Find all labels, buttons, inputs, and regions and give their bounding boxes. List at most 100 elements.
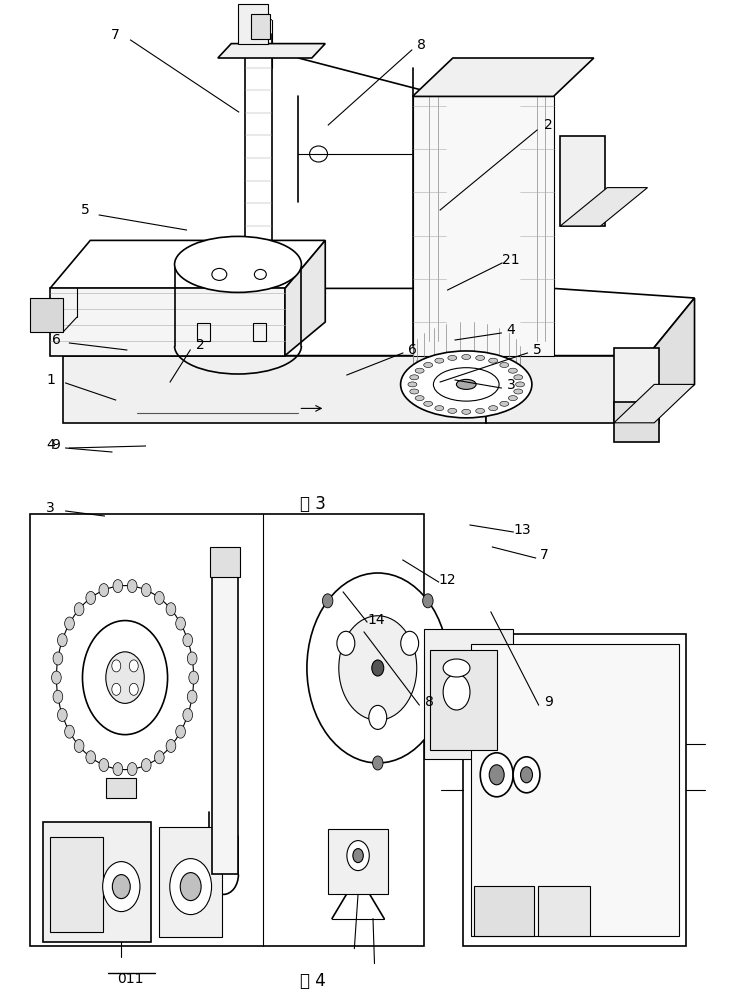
Ellipse shape bbox=[500, 363, 509, 368]
Ellipse shape bbox=[129, 660, 138, 672]
Text: 图 3: 图 3 bbox=[301, 495, 326, 513]
Text: 1: 1 bbox=[46, 373, 55, 387]
Ellipse shape bbox=[513, 757, 540, 793]
Ellipse shape bbox=[189, 671, 198, 684]
Bar bbox=[43, 822, 151, 942]
Ellipse shape bbox=[154, 751, 164, 764]
Text: 8: 8 bbox=[417, 38, 426, 52]
Bar bbox=[251, 14, 270, 39]
Ellipse shape bbox=[51, 671, 61, 684]
Polygon shape bbox=[486, 288, 695, 356]
Ellipse shape bbox=[86, 591, 95, 604]
Polygon shape bbox=[50, 240, 325, 288]
Text: 4: 4 bbox=[46, 438, 55, 452]
Text: 3: 3 bbox=[507, 378, 515, 392]
Ellipse shape bbox=[113, 580, 122, 593]
Ellipse shape bbox=[307, 573, 448, 763]
Ellipse shape bbox=[99, 584, 109, 597]
Ellipse shape bbox=[175, 236, 301, 292]
Polygon shape bbox=[413, 96, 554, 356]
Ellipse shape bbox=[508, 396, 517, 401]
Bar bbox=[471, 644, 679, 936]
Ellipse shape bbox=[489, 765, 504, 785]
Text: 21: 21 bbox=[502, 253, 520, 267]
Ellipse shape bbox=[57, 709, 67, 722]
Text: 2: 2 bbox=[544, 118, 553, 132]
Ellipse shape bbox=[128, 580, 137, 593]
Bar bbox=[107, 778, 137, 798]
Bar bbox=[424, 629, 513, 759]
Bar bbox=[430, 650, 498, 750]
Ellipse shape bbox=[515, 382, 524, 387]
Polygon shape bbox=[63, 356, 486, 423]
Ellipse shape bbox=[65, 617, 75, 630]
Ellipse shape bbox=[480, 753, 513, 797]
Ellipse shape bbox=[462, 409, 471, 414]
Polygon shape bbox=[413, 58, 594, 96]
Ellipse shape bbox=[514, 389, 523, 394]
Polygon shape bbox=[218, 44, 325, 58]
Text: 3: 3 bbox=[46, 501, 55, 515]
Ellipse shape bbox=[489, 358, 498, 363]
Bar bbox=[159, 827, 222, 937]
Text: 9: 9 bbox=[544, 695, 553, 709]
Ellipse shape bbox=[128, 763, 137, 776]
Ellipse shape bbox=[443, 674, 470, 710]
Ellipse shape bbox=[86, 751, 95, 764]
Ellipse shape bbox=[183, 634, 192, 647]
Ellipse shape bbox=[142, 584, 151, 597]
Ellipse shape bbox=[457, 379, 476, 389]
Ellipse shape bbox=[521, 767, 533, 783]
Bar bbox=[30, 514, 424, 946]
Ellipse shape bbox=[435, 358, 444, 363]
Ellipse shape bbox=[65, 725, 75, 738]
Text: 2: 2 bbox=[195, 338, 204, 352]
Ellipse shape bbox=[176, 617, 186, 630]
Text: 12: 12 bbox=[439, 573, 457, 587]
Bar bbox=[538, 886, 590, 936]
Polygon shape bbox=[30, 298, 63, 332]
Ellipse shape bbox=[57, 634, 67, 647]
Ellipse shape bbox=[112, 660, 121, 672]
Ellipse shape bbox=[322, 594, 333, 608]
Ellipse shape bbox=[433, 368, 499, 401]
Ellipse shape bbox=[508, 368, 517, 373]
Ellipse shape bbox=[103, 862, 140, 912]
Bar bbox=[328, 829, 388, 894]
Ellipse shape bbox=[112, 683, 121, 695]
Text: 7: 7 bbox=[111, 28, 120, 42]
Ellipse shape bbox=[424, 401, 433, 406]
Ellipse shape bbox=[476, 408, 485, 413]
Text: 14: 14 bbox=[368, 613, 386, 627]
Ellipse shape bbox=[129, 683, 138, 695]
Text: 13: 13 bbox=[513, 523, 531, 537]
Ellipse shape bbox=[435, 406, 444, 411]
Bar bbox=[463, 634, 686, 946]
Ellipse shape bbox=[187, 652, 197, 665]
Ellipse shape bbox=[489, 406, 498, 411]
Ellipse shape bbox=[401, 631, 419, 655]
Text: 6: 6 bbox=[408, 343, 417, 357]
Text: 5: 5 bbox=[533, 343, 542, 357]
Bar bbox=[210, 547, 240, 577]
Bar bbox=[614, 348, 659, 423]
Ellipse shape bbox=[337, 631, 355, 655]
Ellipse shape bbox=[166, 739, 176, 752]
Ellipse shape bbox=[53, 690, 63, 703]
Ellipse shape bbox=[99, 759, 109, 772]
Polygon shape bbox=[486, 288, 554, 423]
Bar bbox=[474, 886, 534, 936]
Polygon shape bbox=[560, 188, 648, 226]
Ellipse shape bbox=[416, 368, 424, 373]
Text: 8: 8 bbox=[424, 695, 433, 709]
Ellipse shape bbox=[410, 375, 419, 380]
Ellipse shape bbox=[154, 591, 164, 604]
Ellipse shape bbox=[75, 739, 84, 752]
Ellipse shape bbox=[448, 355, 457, 360]
Ellipse shape bbox=[353, 849, 363, 863]
Ellipse shape bbox=[142, 759, 151, 772]
Ellipse shape bbox=[369, 705, 386, 729]
Ellipse shape bbox=[339, 616, 417, 720]
Ellipse shape bbox=[500, 401, 509, 406]
Ellipse shape bbox=[181, 873, 201, 901]
